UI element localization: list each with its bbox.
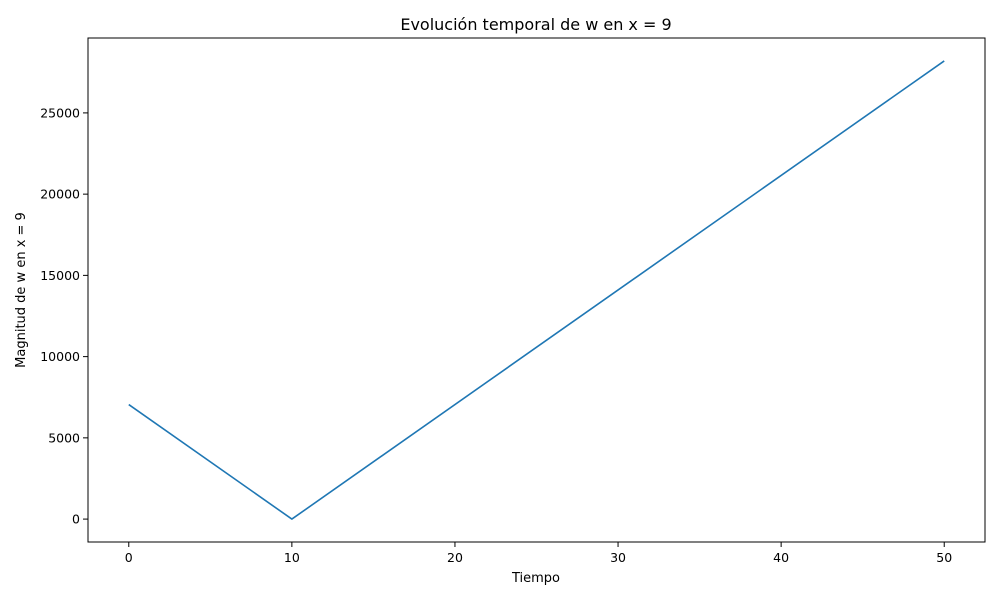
series-layer: [128, 60, 945, 520]
y-tick-label: 15000: [40, 268, 80, 283]
y-axis: 0 5000 10000 15000 20000 25000: [40, 105, 88, 527]
x-tick-label: 20: [447, 550, 463, 565]
plot-area: [87, 37, 986, 543]
y-tick-label: 0: [72, 512, 80, 527]
x-axis: 0 10 20 30 40 50: [125, 542, 952, 565]
x-tick-label: 50: [936, 550, 952, 565]
series-line: [128, 60, 945, 520]
x-axis-label: Tiempo: [511, 571, 560, 586]
y-tick-label: 5000: [48, 430, 80, 445]
x-tick-label: 40: [773, 550, 789, 565]
chart-title: Evolución temporal de w en x = 9: [400, 15, 671, 34]
y-tick-label: 20000: [40, 187, 80, 202]
y-tick-label: 10000: [40, 349, 80, 364]
x-tick-label: 0: [125, 550, 133, 565]
x-tick-label: 30: [610, 550, 626, 565]
y-tick-label: 25000: [40, 105, 80, 120]
x-tick-label: 10: [284, 550, 300, 565]
y-axis-label: Magnitud de w en x = 9: [14, 212, 29, 368]
